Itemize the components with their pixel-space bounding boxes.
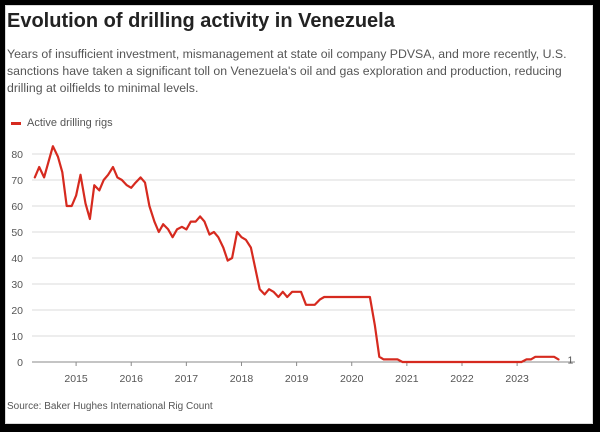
y-tick-label: 70: [11, 175, 23, 187]
chart-subtitle: Years of insufficient investment, misman…: [7, 47, 567, 95]
x-tick-label: 2023: [505, 373, 529, 385]
chart-card: [5, 5, 593, 424]
chart-title: Evolution of drilling activity in Venezu…: [7, 10, 395, 32]
y-tick-label: 80: [11, 149, 23, 161]
legend-swatch: [11, 121, 21, 125]
series-line-active-drilling-rigs: [33, 145, 560, 364]
x-tick-label: 2018: [230, 373, 254, 385]
y-tick-label: 50: [11, 227, 23, 239]
x-tick-label: 2017: [175, 373, 199, 385]
y-tick-label: 20: [11, 305, 23, 317]
y-tick-label: 40: [11, 253, 23, 265]
source-note: Source: Baker Hughes International Rig C…: [7, 401, 213, 412]
y-tick-label: 30: [11, 279, 23, 291]
legend: Active drilling rigs: [11, 117, 113, 129]
y-tick-label: 60: [11, 201, 23, 213]
y-tick-label: 0: [17, 357, 23, 369]
x-tick-label: 2016: [120, 373, 144, 385]
x-tick-label: 2019: [285, 373, 309, 385]
x-tick-label: 2020: [340, 373, 364, 385]
x-tick-label: 2022: [450, 373, 474, 385]
y-tick-label: 10: [11, 331, 23, 343]
legend-label: Active drilling rigs: [27, 117, 113, 129]
x-tick-label: 2021: [395, 373, 419, 385]
end-value-label: 1: [567, 354, 573, 366]
x-tick-label: 2015: [64, 373, 88, 385]
